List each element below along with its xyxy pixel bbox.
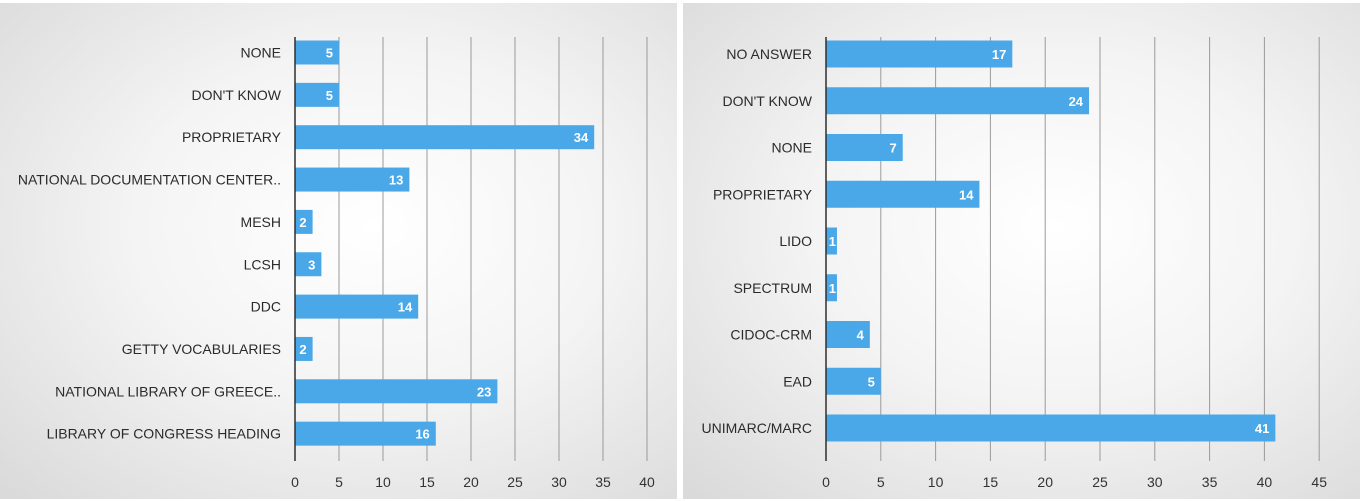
left-bar [295, 82, 339, 107]
left-value-label: 13 [389, 173, 403, 188]
right-x-tick-label: 30 [1147, 474, 1163, 490]
left-x-tick-label: 0 [291, 474, 299, 490]
right-value-label: 14 [959, 187, 974, 202]
left-bar [295, 167, 410, 192]
left-value-label: 2 [299, 215, 306, 230]
left-x-tick-label: 5 [335, 474, 343, 490]
right-category-label: LIDO [779, 233, 812, 249]
left-chart-panel: 0 5 10 15 20 25 30 35 40 NONE 5 DON'T KNOW 5 PROPRIET… [0, 3, 677, 499]
right-value-label: 24 [1069, 94, 1084, 109]
left-value-label: 34 [574, 130, 589, 145]
right-x-tick-label: 15 [983, 474, 999, 490]
right-bar [826, 414, 1276, 442]
left-x-tick-label: 25 [507, 474, 523, 490]
left-value-label: 2 [299, 342, 306, 357]
left-category-label: PROPRIETARY [182, 129, 282, 145]
left-x-tick-label: 30 [551, 474, 567, 490]
right-bar [826, 321, 870, 348]
right-category-label: DON'T KNOW [722, 93, 812, 109]
left-category-label: NATIONAL DOCUMENTATION CENTER.. [18, 172, 281, 188]
right-category-label: SPECTRUM [733, 280, 812, 296]
right-x-tick-label: 35 [1202, 474, 1218, 490]
left-category-label: GETTY VOCABULARIES [122, 341, 281, 357]
right-bar [826, 367, 881, 395]
right-category-label: CIDOC-CRM [730, 327, 812, 343]
left-bar [295, 125, 595, 150]
right-x-tick-label: 45 [1311, 474, 1327, 490]
right-x-tick-label: 40 [1257, 474, 1273, 490]
right-bar [826, 40, 1013, 68]
right-category-label: NONE [772, 140, 812, 156]
left-value-label: 5 [326, 88, 333, 103]
left-bar [295, 209, 313, 234]
right-value-label: 17 [992, 47, 1006, 62]
left-value-label: 14 [398, 300, 413, 315]
left-x-tick-label: 15 [419, 474, 435, 490]
left-category-label: NATIONAL LIBRARY OF GREECE.. [55, 383, 281, 399]
right-chart-panel: 0 5 10 15 20 25 30 35 40 45 NO ANSWER 17 DON'T KNOW 2… [683, 3, 1360, 499]
right-value-label: 4 [857, 328, 865, 343]
left-bar-chart: 0 5 10 15 20 25 30 35 40 NONE 5 DON'T KNOW 5 PROPRIET… [18, 37, 655, 490]
right-category-label: EAD [783, 373, 812, 389]
right-bar [826, 134, 903, 161]
right-value-label: 1 [829, 281, 836, 296]
left-x-tick-label: 20 [463, 474, 479, 490]
left-x-tick-label: 35 [595, 474, 611, 490]
right-bar [826, 87, 1090, 115]
right-value-label: 1 [829, 234, 836, 249]
left-bar [295, 379, 498, 404]
right-x-tick-label: 5 [877, 474, 885, 490]
right-bar [826, 274, 837, 302]
left-category-label: DON'T KNOW [191, 87, 281, 103]
right-category-label: UNIMARC/MARC [702, 420, 812, 436]
left-category-label: DDC [251, 299, 281, 315]
left-category-label: LCSH [244, 256, 281, 272]
right-category-label: PROPRIETARY [713, 186, 813, 202]
right-value-label: 7 [889, 141, 896, 156]
left-bar [295, 421, 436, 446]
right-x-tick-label: 20 [1037, 474, 1053, 490]
right-bar [826, 227, 837, 255]
left-value-label: 16 [415, 427, 429, 442]
right-x-tick-label: 0 [822, 474, 830, 490]
left-value-label: 3 [308, 257, 315, 272]
left-value-label: 23 [477, 384, 491, 399]
left-category-label: MESH [241, 214, 281, 230]
left-value-label: 5 [326, 46, 333, 61]
left-category-label: LIBRARY OF CONGRESS HEADING [47, 426, 281, 442]
left-bar [295, 336, 313, 361]
right-x-tick-label: 10 [928, 474, 944, 490]
left-bar [295, 252, 322, 277]
left-x-tick-label: 40 [639, 474, 655, 490]
right-bar [826, 180, 980, 208]
left-x-tick-label: 10 [375, 474, 391, 490]
right-value-label: 41 [1255, 421, 1269, 436]
left-bar [295, 40, 339, 65]
right-category-label: NO ANSWER [726, 46, 812, 62]
left-category-label: NONE [241, 45, 281, 61]
right-x-tick-label: 25 [1092, 474, 1108, 490]
left-bar [295, 294, 419, 319]
right-value-label: 5 [868, 374, 875, 389]
